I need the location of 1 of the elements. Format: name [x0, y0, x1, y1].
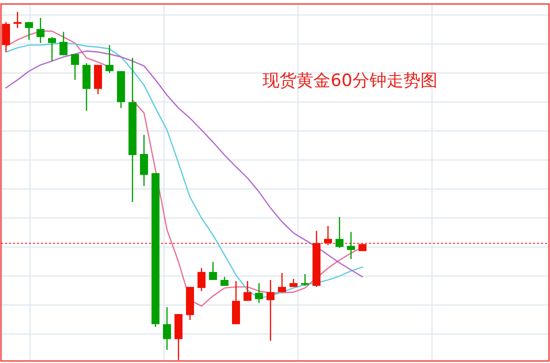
text: 现货黄金60分钟走势图 — [262, 71, 438, 91]
